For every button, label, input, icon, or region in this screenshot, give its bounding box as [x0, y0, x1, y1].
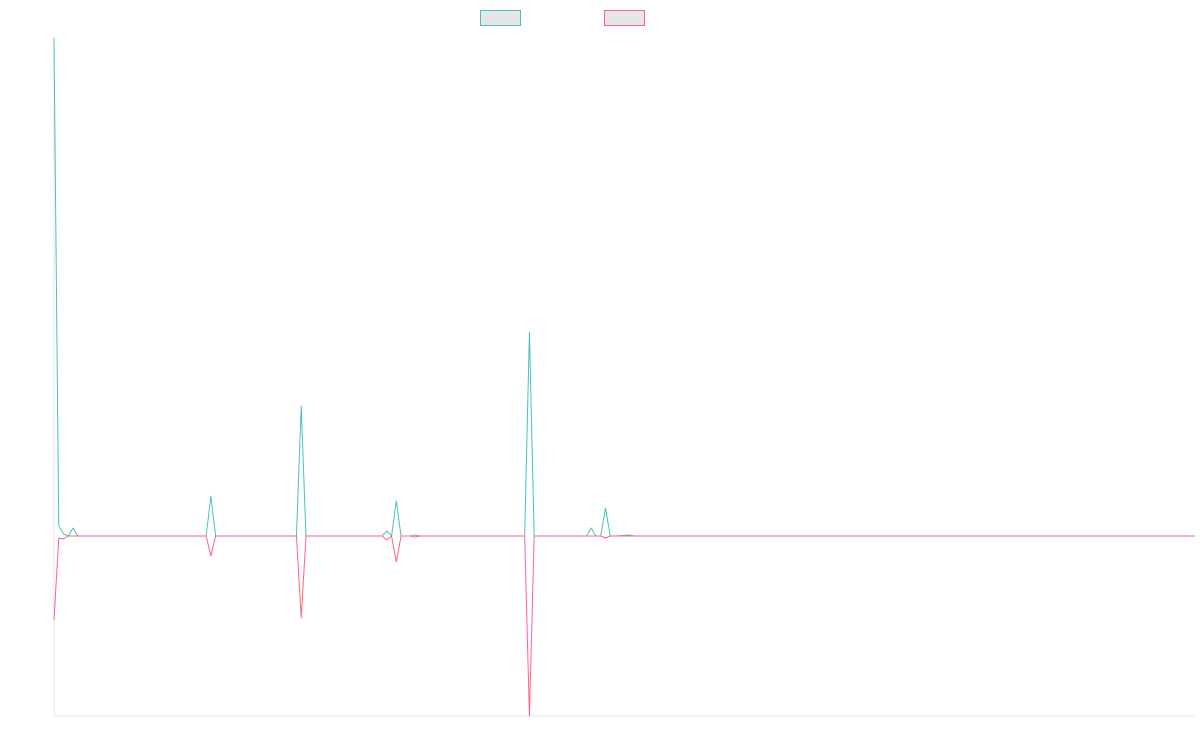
series-line-2	[53, 535, 1195, 717]
series-line-1	[53, 37, 1195, 537]
plot-area	[53, 37, 1195, 717]
legend-swatch-1[interactable]	[480, 10, 521, 26]
legend[interactable]	[480, 10, 645, 26]
axes	[53, 36, 1195, 717]
legend-swatch-2[interactable]	[604, 10, 645, 26]
